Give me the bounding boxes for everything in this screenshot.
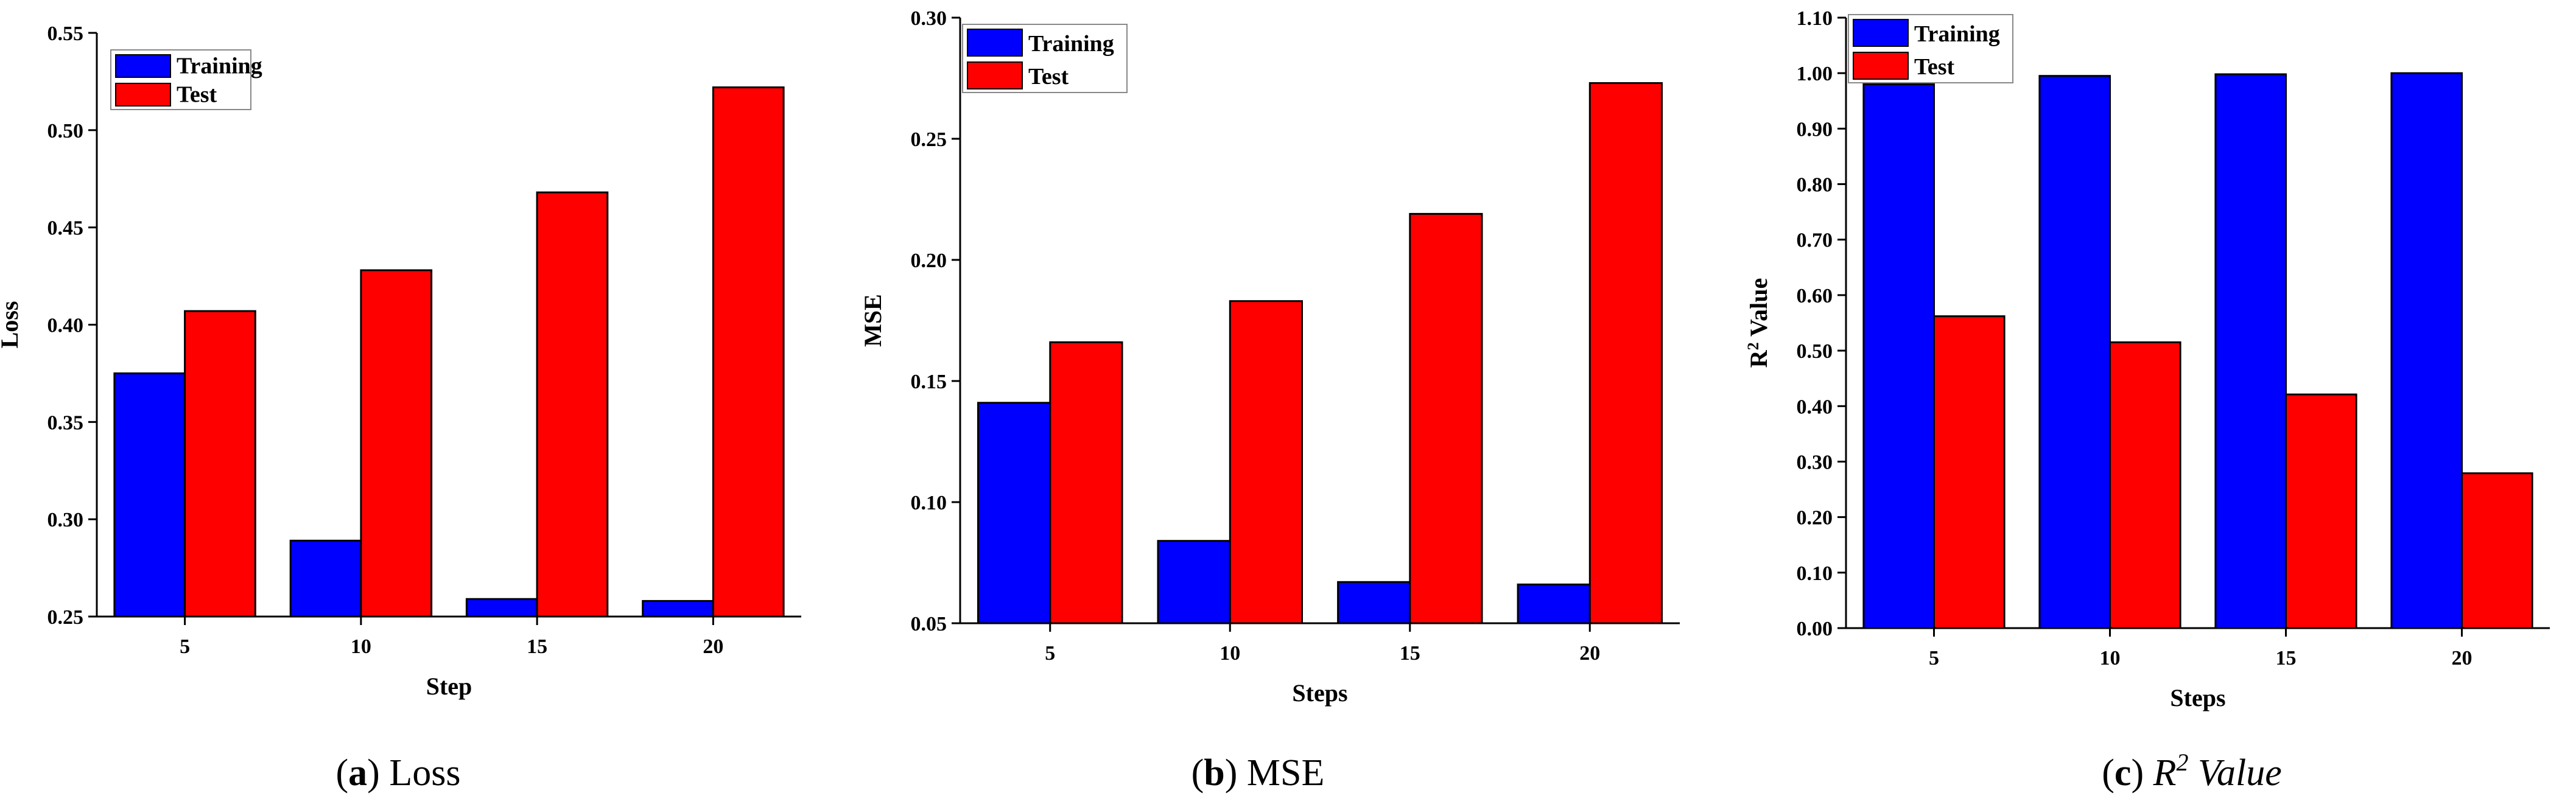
y-tick-label: 0.20 xyxy=(1797,507,1833,530)
caption-tag: b xyxy=(1204,752,1224,794)
legend-label-training: Training xyxy=(177,53,262,79)
bar-test-5 xyxy=(1933,315,2006,629)
x-tick-label: 15 xyxy=(527,635,547,658)
bar-test-20 xyxy=(2461,472,2533,629)
caption-tag: c xyxy=(2114,752,2132,794)
bar-training-10 xyxy=(289,539,362,618)
y-tick-label: 0.15 xyxy=(911,371,947,393)
legend-swatch-training xyxy=(115,54,171,78)
bar-training-5 xyxy=(977,402,1051,624)
legend: Training Test xyxy=(110,49,262,110)
y-tick-label: 0.05 xyxy=(911,613,947,635)
bar-test-5 xyxy=(184,310,256,618)
caption-text: MSE xyxy=(1247,752,1324,794)
bar-training-20 xyxy=(2390,72,2463,629)
y-tick-label: 0.60 xyxy=(1797,285,1833,307)
bar-test-20 xyxy=(1588,82,1663,624)
legend-label-test: Test xyxy=(177,82,217,107)
bar-training-20 xyxy=(642,600,714,618)
y-axis-title: R2 Value xyxy=(1744,278,1772,368)
y-tick-label: 0.45 xyxy=(47,217,84,240)
y-tick-label: 0.40 xyxy=(47,315,84,337)
x-tick-label: 10 xyxy=(1220,642,1240,665)
y-tick-label: 0.10 xyxy=(911,492,947,514)
x-tick-label: 10 xyxy=(2100,647,2121,669)
legend-swatch-training xyxy=(967,29,1023,57)
x-tick-label: 20 xyxy=(2452,647,2472,669)
x-axis-title: Step xyxy=(426,673,472,700)
legend-label-training: Training xyxy=(1028,31,1114,57)
legend-label-test: Test xyxy=(1914,54,1955,80)
x-axis-title: Steps xyxy=(2170,684,2225,711)
legend: Training Test xyxy=(962,24,1128,93)
bar-training-5 xyxy=(1862,83,1935,629)
y-tick-label: 0.35 xyxy=(47,411,84,434)
x-tick-label: 5 xyxy=(180,635,190,658)
bar-training-10 xyxy=(2038,75,2111,629)
legend: Training Test xyxy=(1848,14,2013,83)
y-tick-label: 0.50 xyxy=(47,120,84,142)
legend-swatch-test xyxy=(1853,52,1909,80)
chart-panel-3: 5 10 15 20 0.00 0.10 0.20 0.30 0.40 0.50 0.60 0.70 0… xyxy=(1744,7,2550,794)
x-tick-label: 20 xyxy=(703,635,723,658)
bar-training-10 xyxy=(1157,540,1231,624)
caption-tag: a xyxy=(348,752,367,794)
legend-swatch-test xyxy=(967,61,1023,89)
bar-test-15 xyxy=(536,191,609,618)
y-tick-label: 0.20 xyxy=(911,250,947,272)
bar-training-20 xyxy=(1517,583,1591,624)
panel-caption: (a) Loss xyxy=(336,752,461,794)
legend-label-training: Training xyxy=(1914,21,2000,47)
legend-swatch-test xyxy=(115,83,171,107)
legend-label-test: Test xyxy=(1028,64,1069,89)
panel-caption: (c) R2 Value xyxy=(2102,749,2281,794)
x-tick-label: 15 xyxy=(1400,642,1420,665)
x-tick-label: 15 xyxy=(2276,647,2297,669)
bar-test-10 xyxy=(360,269,433,618)
x-tick-label: 20 xyxy=(1579,642,1600,665)
y-tick-label: 0.40 xyxy=(1797,396,1833,418)
legend-swatch-training xyxy=(1853,19,1909,47)
x-tick-label: 5 xyxy=(1045,642,1055,665)
y-tick-label: 0.50 xyxy=(1797,340,1833,363)
y-tick-label: 0.30 xyxy=(47,509,84,531)
y-tick-label: 0.30 xyxy=(911,7,947,30)
chart-panel-2: 5 10 15 20 0.05 0.10 0.15 0.20 0.25 0.30 Steps MSE T… xyxy=(859,7,1680,794)
y-tick-label: 1.00 xyxy=(1797,63,1833,85)
y-tick-label: 0.80 xyxy=(1797,174,1833,197)
y-axis-title: Loss xyxy=(0,301,23,349)
y-tick-label: 0.10 xyxy=(1797,562,1833,585)
y-tick-label: 1.10 xyxy=(1797,7,1833,30)
bar-training-15 xyxy=(465,598,538,618)
bar-test-15 xyxy=(1409,212,1483,624)
y-tick-label: 0.25 xyxy=(47,606,84,629)
chart-panel-1: 5 10 15 20 0.25 0.30 0.35 0.40 0.45 0.50 0.55 Step L… xyxy=(0,23,801,794)
bar-test-20 xyxy=(712,86,785,618)
bar-training-15 xyxy=(1337,581,1411,624)
bar-training-5 xyxy=(113,372,186,618)
panel-caption: (b) MSE xyxy=(1191,752,1325,794)
y-axis-title: MSE xyxy=(859,294,886,347)
bar-training-15 xyxy=(2214,73,2287,629)
x-axis-title: Steps xyxy=(1292,679,1347,707)
y-tick-label: 0.90 xyxy=(1797,118,1833,141)
caption-text: R2 Value xyxy=(2153,749,2282,794)
y-tick-label: 0.25 xyxy=(911,128,947,151)
y-tick-label: 0.70 xyxy=(1797,229,1833,252)
bar-test-10 xyxy=(1229,300,1304,624)
x-tick-label: 10 xyxy=(351,635,371,658)
bar-test-10 xyxy=(2109,341,2181,629)
y-tick-label: 0.55 xyxy=(47,23,84,45)
y-tick-label: 0.00 xyxy=(1797,618,1833,640)
caption-text: Loss xyxy=(389,752,460,794)
y-tick-label: 0.30 xyxy=(1797,451,1833,474)
bar-test-15 xyxy=(2285,393,2357,629)
x-tick-label: 5 xyxy=(1929,647,1939,669)
bar-test-5 xyxy=(1049,341,1123,624)
